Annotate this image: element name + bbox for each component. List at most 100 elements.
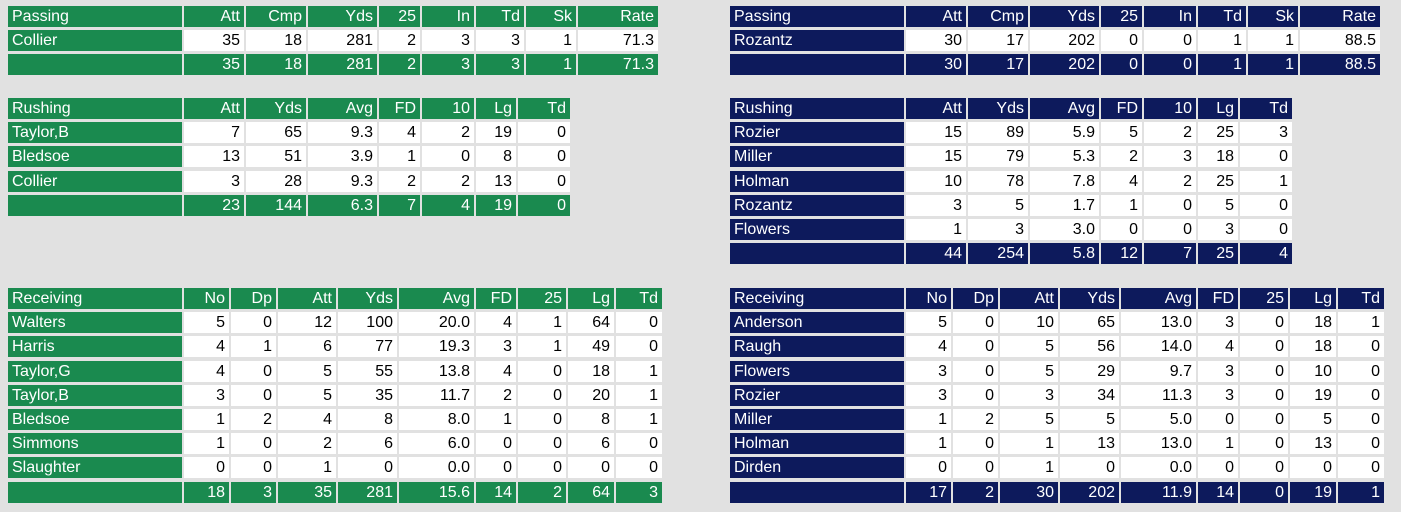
stat-no: 3	[184, 385, 229, 406]
stat-yds: 202	[1030, 54, 1099, 75]
player-name: Bledsoe	[8, 146, 182, 167]
stat-25: 0	[1240, 385, 1288, 406]
stat-td: 1	[1198, 30, 1246, 51]
stat-25: 0	[518, 433, 566, 454]
column-header-avg: Avg	[308, 98, 377, 119]
header-row: Rushing Att Yds Avg FD 10 Lg Td	[722, 98, 1292, 119]
player-name: Taylor,B	[8, 122, 182, 143]
player-name: Holman	[730, 433, 904, 454]
stat-avg: 13.8	[399, 361, 474, 382]
stat-td: 0	[1240, 219, 1292, 240]
player-row: Holman 1 0 1 13 13.0 1 0 13 0	[722, 433, 1384, 454]
player-name: Anderson	[730, 312, 904, 333]
stat-25: 0	[1240, 409, 1288, 430]
stat-fd: 12	[1101, 243, 1142, 264]
stat-25: 0	[518, 385, 566, 406]
stat-fd: 4	[1198, 336, 1238, 357]
column-header-fd: FD	[1198, 288, 1238, 309]
stat-att: 1	[1000, 433, 1058, 454]
stat-no: 18	[184, 482, 229, 503]
stat-td: 0	[518, 122, 570, 143]
stat-td: 0	[616, 457, 662, 478]
stat-yds: 100	[338, 312, 397, 333]
stat-in: 3	[422, 30, 474, 51]
stat-att: 35	[184, 54, 244, 75]
stat-td: 0	[518, 171, 570, 192]
totals-row: 44 254 5.8 12 7 25 4	[722, 243, 1292, 264]
player-row: Raugh 4 0 5 56 14.0 4 0 18 0	[722, 336, 1384, 357]
stat-lg: 5	[1290, 409, 1336, 430]
table-title: Receiving	[730, 288, 904, 309]
stat-lg: 18	[568, 361, 614, 382]
stat-td: 0	[1338, 457, 1384, 478]
stat-25: 2	[379, 30, 420, 51]
stat-sk: 1	[526, 30, 576, 51]
stat-yds: 28	[246, 171, 306, 192]
stat-avg: 6.3	[308, 195, 377, 216]
player-name: Slaughter	[8, 457, 182, 478]
stat-yds: 56	[1060, 336, 1119, 357]
stat-yds: 3	[968, 219, 1028, 240]
stat-fd: 4	[1101, 171, 1142, 192]
stat-att: 1	[906, 219, 966, 240]
stat-att: 35	[184, 30, 244, 51]
stat-dp: 2	[231, 409, 276, 430]
totals-row: 35 18 281 2 3 3 1 71.3	[0, 54, 658, 75]
stat-no: 3	[906, 361, 951, 382]
stat-att: 7	[184, 122, 244, 143]
stat-att: 1	[278, 457, 336, 478]
stat-att: 13	[184, 146, 244, 167]
stat-td: 0	[1240, 146, 1292, 167]
column-header-lg: Lg	[568, 288, 614, 309]
total-label-cell	[730, 54, 904, 75]
stat-lg: 19	[1290, 385, 1336, 406]
stat-yds: 281	[338, 482, 397, 503]
stat-fd: 3	[476, 336, 516, 357]
stat-avg: 11.9	[1121, 482, 1196, 503]
stat-lg: 25	[1198, 122, 1238, 143]
stat-fd: 1	[476, 409, 516, 430]
stat-no: 4	[184, 361, 229, 382]
stat-rate: 88.5	[1300, 30, 1380, 51]
column-header-avg: Avg	[1121, 288, 1196, 309]
player-row: Walters 5 0 12 100 20.0 4 1 64 0	[0, 312, 662, 333]
table-title: Passing	[8, 6, 182, 27]
table-title: Receiving	[8, 288, 182, 309]
player-row: Slaughter 0 0 1 0 0.0 0 0 0 0	[0, 457, 662, 478]
total-label-cell	[730, 482, 904, 503]
stat-td: 0	[518, 195, 570, 216]
stat-dp: 0	[953, 457, 998, 478]
stat-no: 17	[906, 482, 951, 503]
stat-fd: 0	[1198, 457, 1238, 478]
column-header-cmp: Cmp	[968, 6, 1028, 27]
stat-25: 0	[1240, 457, 1288, 478]
stat-yds: 51	[246, 146, 306, 167]
stat-yds: 6	[338, 433, 397, 454]
player-row: Simmons 1 0 2 6 6.0 0 0 6 0	[0, 433, 662, 454]
stat-fd: 0	[476, 457, 516, 478]
column-header-25: 25	[518, 288, 566, 309]
stat-fd: 0	[1198, 409, 1238, 430]
player-row: Rozantz 30 17 202 0 0 1 1 88.5	[722, 30, 1380, 51]
stat-lg: 64	[568, 312, 614, 333]
stat-in: 0	[1144, 30, 1196, 51]
stat-yds: 13	[1060, 433, 1119, 454]
player-row: Miller 15 79 5.3 2 3 18 0	[722, 146, 1292, 167]
stat-lg: 64	[568, 482, 614, 503]
stat-25: 0	[1240, 361, 1288, 382]
stat-25: 0	[518, 361, 566, 382]
stat-avg: 13.0	[1121, 312, 1196, 333]
stat-dp: 0	[953, 336, 998, 357]
stat-att: 30	[906, 54, 966, 75]
stat-avg: 11.7	[399, 385, 474, 406]
stat-fd: 3	[1198, 312, 1238, 333]
stat-lg: 20	[568, 385, 614, 406]
column-header-no: No	[906, 288, 951, 309]
stat-10: 3	[1144, 146, 1196, 167]
column-header-td: Td	[518, 98, 570, 119]
stat-dp: 0	[231, 457, 276, 478]
player-row: Flowers 3 0 5 29 9.7 3 0 10 0	[722, 361, 1384, 382]
stat-sk: 1	[526, 54, 576, 75]
stat-att: 5	[1000, 336, 1058, 357]
player-name: Rozier	[730, 122, 904, 143]
